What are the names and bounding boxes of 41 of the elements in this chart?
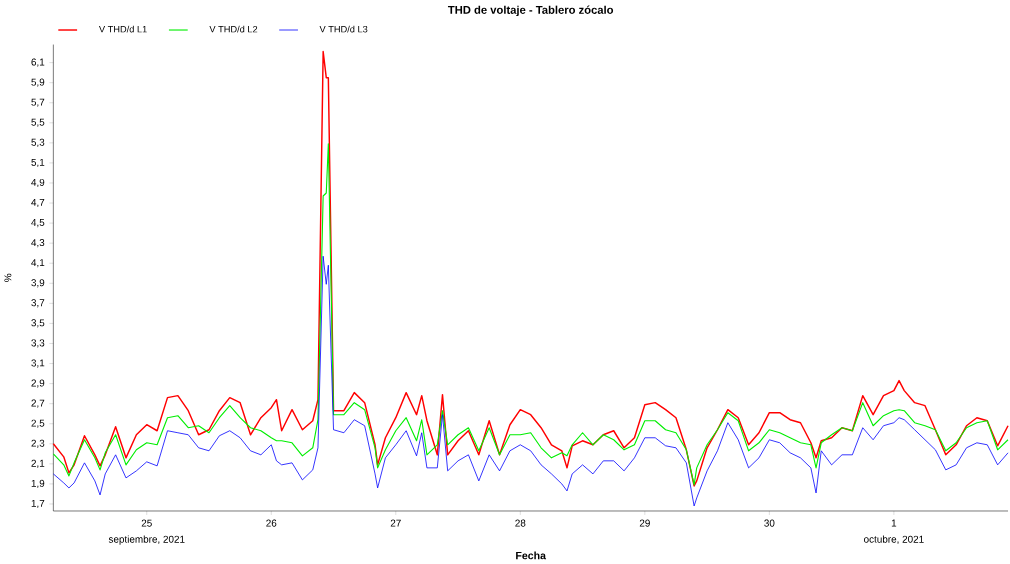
y-tick-label: 3,1 [31,359,45,368]
y-tick-label: 1,7 [31,500,45,509]
y-tick-label: 1,9 [31,479,45,489]
x-axis-title: Fecha [516,551,547,560]
y-tick-label: 4,1 [31,259,45,268]
y-tick-label: 5,7 [31,98,45,107]
x-tick-label: 30 [764,519,775,527]
y-tick-label: 4,5 [31,219,45,228]
line-series [52,50,1009,487]
y-tick-label: 2,7 [31,399,45,408]
y-tick-label: 2,9 [31,379,45,388]
text: octubre, 2021 [864,535,924,545]
x-tick-label: 29 [639,519,650,527]
y-tick-label: 2,3 [31,439,45,449]
y-axis-title: % [4,273,12,282]
y-tick-label: 5,5 [31,118,45,127]
text: septiembre, 2021 [108,535,185,545]
y-tick-label: 4,3 [31,239,45,248]
y-tick-label: 3,7 [31,299,45,308]
y-tick-label: 2,1 [31,459,45,469]
y-tick-label: 3,5 [31,319,45,328]
x-tick-label: 1 [891,519,897,527]
legend-label: V THD/d L2 [209,25,258,33]
y-tick-label: 2,5 [31,419,45,428]
x-tick-label: 27 [390,519,401,527]
chart-title: THD de voltaje - Tablero zócalo [447,5,614,17]
y-tick-label: 4,9 [31,179,45,188]
y-tick-label: 3,9 [31,279,45,288]
y-tick-label: 5,9 [31,78,45,87]
legend-label: V THD/d L3 [319,25,368,33]
y-tick-label: 5,1 [31,159,45,168]
y-tick-label: 3,3 [31,339,45,348]
x-tick-label: 25 [141,519,152,527]
y-tick-label: 5,3 [31,138,45,148]
line-series [52,255,1009,507]
x-tick-label: 26 [266,519,277,527]
y-tick-label: 4,7 [31,199,45,208]
line-series [52,143,1009,486]
legend-label: V THD/d L1 [98,25,147,33]
y-tick-label: 6,1 [31,58,45,67]
x-tick-label: 28 [515,519,526,527]
